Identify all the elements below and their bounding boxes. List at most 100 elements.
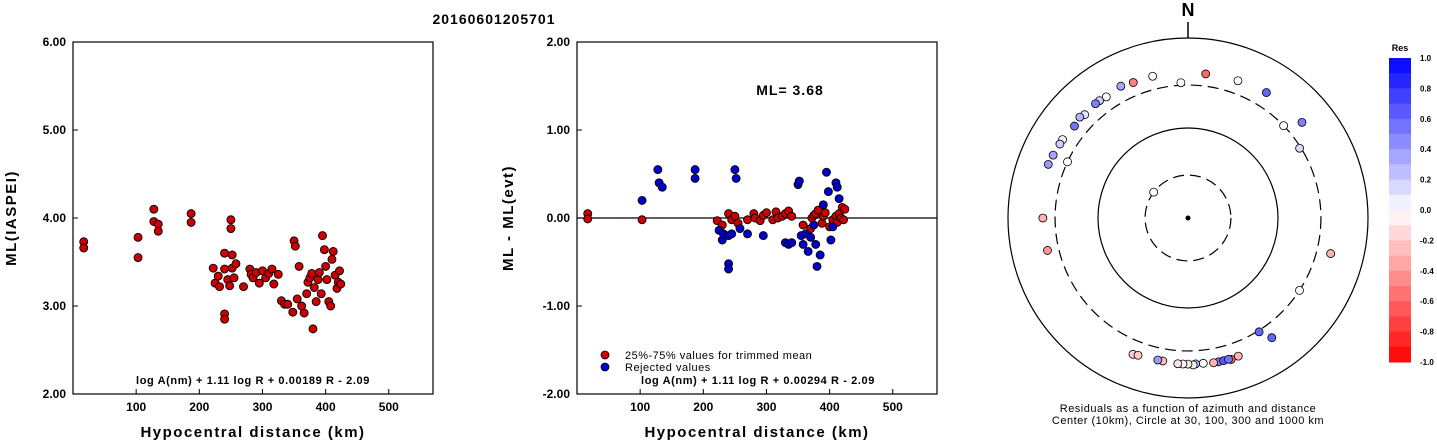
x-tick-label: 100 [126, 400, 146, 414]
data-point [839, 215, 848, 225]
data-point [220, 264, 230, 274]
data-point [316, 289, 326, 299]
x-tick-label: 100 [630, 400, 650, 414]
data-point [239, 282, 248, 292]
data-point [326, 301, 336, 311]
data-points [79, 204, 346, 334]
legend: 25%-75% values for trimmed mean Rejected… [600, 350, 812, 374]
station-point [1043, 159, 1053, 169]
colorbar-label: -0.4 [1420, 267, 1434, 276]
ml-annotation: ML= 3.68 [756, 82, 824, 98]
formula-label: log A(nm) + 1.11 log R + 0.00189 R - 2.0… [136, 375, 370, 387]
data-point [220, 248, 230, 258]
station-point [1295, 286, 1304, 295]
plot-frame [72, 41, 434, 395]
residual-vs-distance-plot: -2.00 -1.00 0.00 1.00 2.00 100 200 300 400 500 M… [500, 35, 938, 441]
data-point [812, 261, 822, 271]
data-point [758, 231, 768, 241]
legend-label-trimmed: 25%-75% values for trimmed mean [625, 350, 812, 362]
data-point [653, 165, 663, 175]
colorbar-label: 1.0 [1420, 54, 1432, 63]
colorbar-segment [1389, 58, 1411, 74]
data-point [823, 187, 833, 197]
data-point [818, 200, 828, 210]
colorbar-segment [1389, 88, 1411, 105]
data-point [690, 173, 700, 183]
data-point [314, 268, 324, 278]
x-tick-label: 200 [693, 400, 713, 414]
data-point [743, 229, 752, 239]
colorbar-segment [1389, 286, 1411, 302]
x-tick-label: 500 [379, 400, 399, 414]
data-point [226, 224, 236, 234]
data-point [311, 297, 321, 307]
distance-rings [1007, 37, 1369, 399]
data-point [335, 266, 344, 276]
data-point [273, 269, 283, 279]
data-point [762, 208, 771, 218]
station-point [1297, 117, 1307, 127]
station-point [1048, 150, 1058, 160]
station-point [1279, 121, 1289, 131]
data-point [798, 220, 808, 230]
data-point [794, 176, 804, 186]
data-point [229, 273, 239, 283]
data-point [319, 245, 329, 255]
legend-marker-trimmed [600, 350, 610, 360]
y-tick-label: 0.00 [547, 211, 571, 225]
data-point [731, 173, 741, 183]
colorbar-label: 0.0 [1420, 206, 1432, 215]
station-point [1233, 76, 1243, 86]
data-point [308, 324, 318, 334]
x-tick-label: 500 [883, 400, 903, 414]
station-point [1173, 359, 1183, 369]
data-point [153, 226, 163, 236]
data-point [787, 211, 797, 221]
data-point [798, 239, 808, 249]
y-tick-label: -1.00 [543, 299, 571, 313]
colorbar-segment [1389, 164, 1411, 181]
y-tick-label: 2.00 [43, 387, 67, 401]
data-point [322, 275, 332, 285]
data-point [840, 204, 850, 214]
colorbar-segment [1389, 210, 1411, 226]
colorbar-segment [1389, 134, 1411, 150]
data-point [227, 250, 237, 260]
colorbar-label: 0.2 [1420, 176, 1432, 185]
colorbar-segment [1389, 194, 1411, 211]
x-tick-label: 300 [252, 400, 272, 414]
data-point [208, 263, 218, 273]
colorbar-segment [1389, 179, 1411, 196]
station-point [1224, 354, 1233, 364]
station-point [1295, 143, 1305, 153]
colorbar-segment [1389, 73, 1411, 89]
north-label: N [1182, 0, 1195, 20]
magnitude-vs-distance-plot: 2.00 3.00 4.00 5.00 6.00 100 200 300 400 500 ML(… [3, 35, 434, 441]
distance-ring [1007, 37, 1369, 399]
colorbar-label: -0.6 [1420, 297, 1434, 306]
station-point [1176, 78, 1186, 88]
data-point [657, 182, 667, 192]
data-point [327, 254, 337, 264]
colorbar-segment [1389, 316, 1411, 333]
data-point [294, 261, 304, 271]
data-point [318, 231, 327, 241]
x-tick-label: 400 [316, 400, 336, 414]
data-point [213, 271, 223, 281]
distance-ring [1054, 84, 1322, 352]
data-point [79, 243, 89, 253]
data-point [637, 195, 647, 205]
x-axis-ticks: 100 200 300 400 500 [630, 389, 903, 414]
colorbar-segment [1389, 301, 1411, 317]
data-point [730, 165, 740, 175]
station-point [1133, 350, 1143, 360]
colorbar-segment [1389, 225, 1411, 241]
epicenter-marker [1185, 215, 1191, 221]
y-axis-label: ML - ML(evt) [500, 165, 517, 271]
station-point [1254, 327, 1264, 337]
station-point [1063, 157, 1072, 167]
data-point [149, 204, 159, 214]
data-point [727, 229, 737, 239]
data-point [288, 307, 298, 317]
